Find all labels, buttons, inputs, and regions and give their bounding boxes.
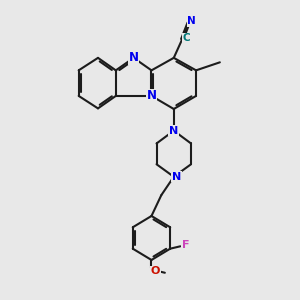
Text: C: C [182, 33, 190, 43]
Text: N: N [146, 89, 157, 102]
Text: O: O [151, 266, 160, 276]
Text: F: F [182, 240, 189, 250]
Text: N: N [169, 126, 178, 136]
Text: N: N [172, 172, 182, 182]
Text: N: N [187, 16, 196, 26]
Text: N: N [129, 51, 139, 64]
